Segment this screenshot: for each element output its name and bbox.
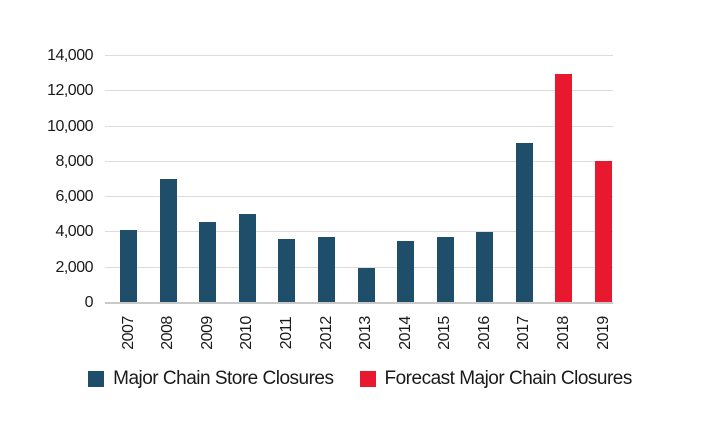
bar-2011 (278, 239, 296, 302)
bar-2010 (238, 213, 256, 302)
bar-2017 (515, 143, 533, 302)
bar-2018 (555, 73, 573, 302)
x-axis-line (105, 302, 613, 304)
legend-swatch-actual (88, 371, 105, 387)
gridline-6000 (105, 196, 613, 198)
legend-item-forecast: Forecast Major Chain Closures (359, 368, 633, 390)
x-axis-tick-label-2016: 2016 (475, 316, 493, 350)
legend-item-actual: Major Chain Store Closures (88, 368, 334, 390)
bar-2015 (436, 236, 454, 302)
bar-2013 (357, 267, 375, 302)
y-axis-tick-label: 14,000 (47, 47, 93, 64)
gridline-4000 (105, 231, 613, 233)
y-axis-tick-label: 6,000 (55, 188, 93, 206)
x-axis-tick-label-2019: 2019 (594, 316, 612, 350)
y-axis-tick-label: 8,000 (55, 152, 93, 170)
bar-2007 (120, 229, 138, 302)
x-axis-tick-label-2013: 2013 (357, 316, 375, 350)
x-axis-tick-label-2018: 2018 (554, 316, 572, 350)
bar-2012 (318, 236, 336, 302)
plot-area (105, 55, 613, 304)
y-axis-tick-label: 10,000 (47, 117, 93, 135)
gridline-14000 (105, 55, 613, 56)
bar-2014 (397, 241, 415, 302)
legend-label-actual: Major Chain Store Closures (113, 368, 334, 389)
legend-swatch-forecast (359, 371, 376, 387)
x-axis-tick-label-2009: 2009 (198, 316, 216, 350)
gridline-2000 (105, 266, 613, 268)
x-axis-tick-label-2011: 2011 (277, 316, 295, 350)
gridline-10000 (105, 125, 613, 127)
y-axis-tick-label: 0 (84, 294, 94, 311)
bar-2009 (199, 221, 217, 302)
x-axis-tick-label-2017: 2017 (515, 316, 533, 350)
bar-2016 (476, 232, 494, 302)
gridline-12000 (105, 90, 613, 92)
x-axis-tick-label-2015: 2015 (436, 316, 454, 350)
bar-2019 (595, 160, 613, 302)
x-axis-tick-label-2010: 2010 (238, 316, 256, 350)
y-axis-tick-label: 12,000 (47, 82, 93, 100)
legend: Major Chain Store Closures Forecast Major… (0, 368, 720, 390)
gridline-8000 (105, 160, 613, 162)
y-axis-tick-label: 2,000 (55, 258, 93, 276)
x-axis-tick-label-2007: 2007 (119, 316, 137, 350)
bar-2008 (159, 179, 177, 302)
x-axis-tick-label-2008: 2008 (159, 316, 177, 350)
x-axis-tick-label-2014: 2014 (396, 316, 414, 350)
x-axis-tick-label-2012: 2012 (317, 316, 335, 350)
legend-label-forecast: Forecast Major Chain Closures (384, 368, 633, 389)
y-axis-tick-label: 4,000 (55, 223, 93, 241)
